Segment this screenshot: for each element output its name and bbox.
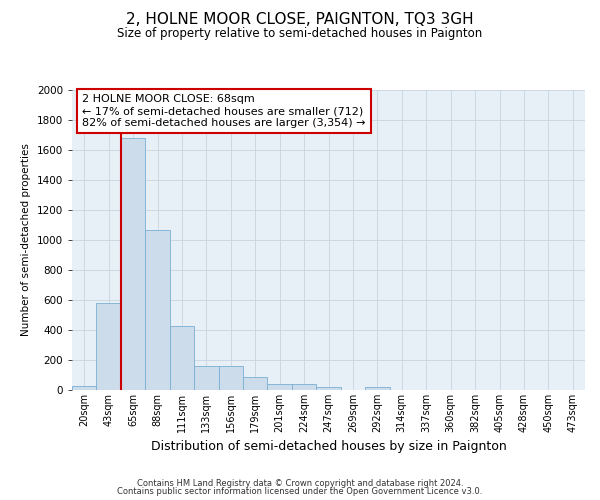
Bar: [268, 384, 292, 390]
X-axis label: Distribution of semi-detached houses by size in Paignton: Distribution of semi-detached houses by …: [151, 440, 506, 454]
Y-axis label: Number of semi-detached properties: Number of semi-detached properties: [21, 144, 31, 336]
Bar: [170, 326, 194, 390]
Text: Contains HM Land Registry data © Crown copyright and database right 2024.: Contains HM Land Registry data © Crown c…: [137, 478, 463, 488]
Bar: [365, 387, 389, 390]
Text: Size of property relative to semi-detached houses in Paignton: Size of property relative to semi-detach…: [118, 28, 482, 40]
Bar: [218, 366, 243, 390]
Bar: [292, 384, 316, 390]
Bar: [121, 138, 145, 390]
Text: 2, HOLNE MOOR CLOSE, PAIGNTON, TQ3 3GH: 2, HOLNE MOOR CLOSE, PAIGNTON, TQ3 3GH: [126, 12, 474, 28]
Bar: [194, 366, 218, 390]
Bar: [97, 303, 121, 390]
Bar: [316, 387, 341, 390]
Text: Contains public sector information licensed under the Open Government Licence v3: Contains public sector information licen…: [118, 487, 482, 496]
Bar: [243, 376, 268, 390]
Bar: [145, 230, 170, 390]
Text: 2 HOLNE MOOR CLOSE: 68sqm
← 17% of semi-detached houses are smaller (712)
82% of: 2 HOLNE MOOR CLOSE: 68sqm ← 17% of semi-…: [82, 94, 366, 128]
Bar: [72, 386, 97, 390]
